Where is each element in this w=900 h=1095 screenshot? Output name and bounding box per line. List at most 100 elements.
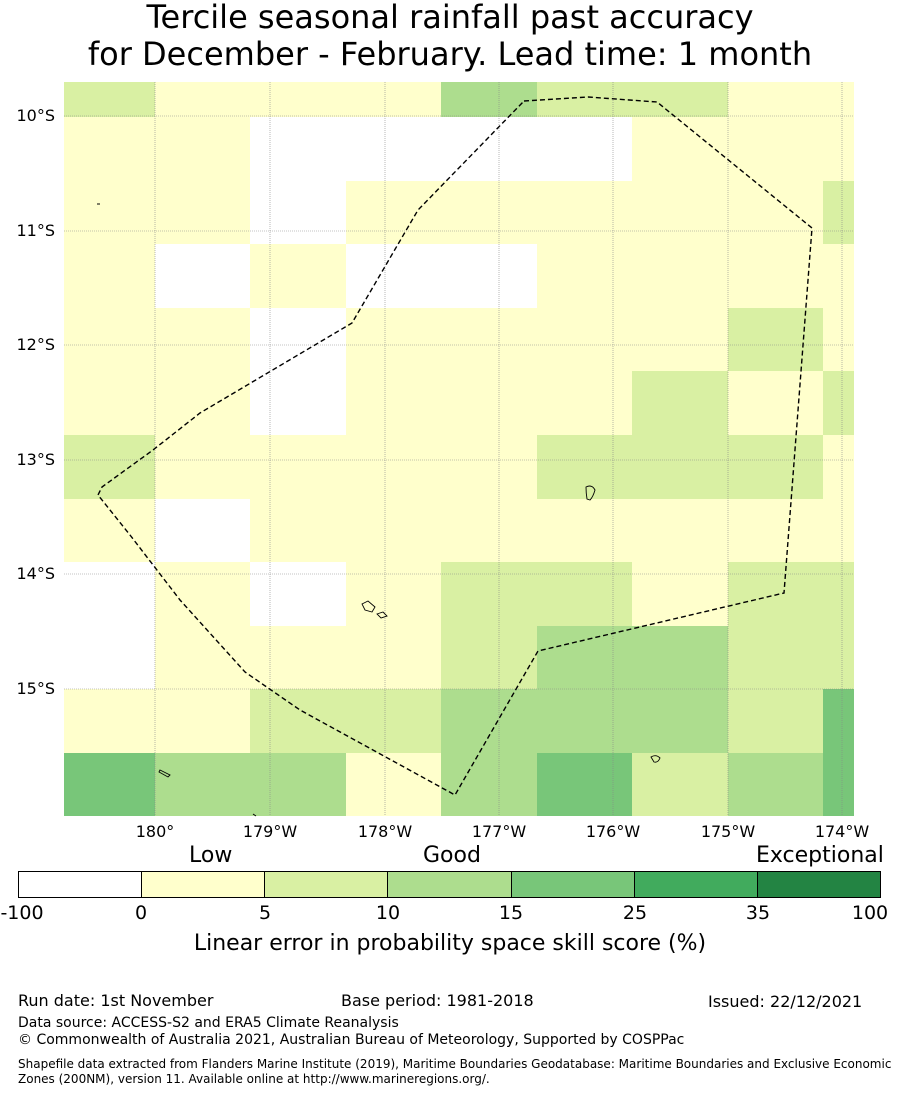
skill-cell xyxy=(632,181,728,244)
colorbar-tick-label: 25 xyxy=(622,902,648,924)
skill-cell xyxy=(346,689,441,753)
longitude-label: 176°W xyxy=(585,822,641,841)
skill-cell xyxy=(441,435,537,499)
skill-cell xyxy=(64,181,155,244)
skill-cell xyxy=(441,499,537,562)
skill-cell xyxy=(823,626,854,689)
skill-cell xyxy=(537,117,632,181)
skill-cell xyxy=(346,562,441,626)
skill-cell xyxy=(728,753,823,816)
skill-cell xyxy=(728,435,823,499)
skill-cell xyxy=(250,753,346,816)
issued-date: Issued: 22/12/2021 xyxy=(708,992,863,1011)
skill-cell xyxy=(155,117,250,181)
run-date: Run date: 1st November xyxy=(18,991,214,1010)
colorbar-label: Linear error in probability space skill … xyxy=(193,931,707,956)
island-outline xyxy=(361,600,376,613)
longitude-label: 175°W xyxy=(700,822,756,841)
skill-cell xyxy=(155,562,250,626)
skill-cell xyxy=(632,117,728,181)
skill-cell xyxy=(155,82,250,117)
skill-cell xyxy=(537,244,632,308)
skill-cell xyxy=(632,499,728,562)
map-gridlines xyxy=(64,82,854,816)
latitude-label: 15°S xyxy=(16,679,55,698)
skill-cell xyxy=(728,244,823,308)
chart-title-line-2: for December - February. Lead time: 1 mo… xyxy=(87,35,813,73)
skill-cell xyxy=(250,371,346,435)
shapefile-credit-line-2: Zones (200NM), version 11. Available onl… xyxy=(18,1072,490,1086)
skill-cell xyxy=(728,499,823,562)
skill-cell xyxy=(728,308,823,371)
copyright: © Commonwealth of Australia 2021, Austra… xyxy=(18,1032,685,1048)
skill-cell xyxy=(441,82,537,117)
skill-map xyxy=(64,82,854,817)
skill-cell xyxy=(441,626,537,689)
colorbar-segment xyxy=(634,872,758,897)
skill-cell xyxy=(823,499,854,562)
colorbar-segment xyxy=(142,872,266,897)
skill-cell xyxy=(250,82,346,117)
skill-cell xyxy=(537,689,632,753)
skill-cell xyxy=(155,181,250,244)
longitude-label: 180° xyxy=(135,822,175,841)
eez-boundary xyxy=(97,96,813,796)
legend-word-good: Good xyxy=(423,843,481,868)
skill-cell xyxy=(64,562,155,626)
skill-cell xyxy=(441,244,537,308)
skill-cell xyxy=(346,117,441,181)
skill-cell xyxy=(728,689,823,753)
skill-cell xyxy=(250,562,346,626)
skill-cell xyxy=(823,181,854,244)
legend-word-exceptional: Exceptional xyxy=(756,843,884,868)
skill-cell xyxy=(441,562,537,626)
skill-cell xyxy=(823,308,854,371)
skill-cell xyxy=(441,181,537,244)
skill-cell xyxy=(537,435,632,499)
skill-cell xyxy=(155,626,250,689)
skill-cell xyxy=(537,562,632,626)
skill-cell xyxy=(823,562,854,626)
skill-cell xyxy=(823,435,854,499)
longitude-label: 178°W xyxy=(357,822,413,841)
skill-cell xyxy=(632,753,728,816)
eez-boundary-line xyxy=(97,96,813,796)
skill-cell xyxy=(64,117,155,181)
colorbar-segment xyxy=(388,872,512,897)
skill-cell xyxy=(250,181,346,244)
skill-cell xyxy=(64,82,155,117)
skill-cell xyxy=(537,181,632,244)
skill-cell xyxy=(632,308,728,371)
island-outline xyxy=(585,485,596,501)
skill-cell xyxy=(632,626,728,689)
skill-cell xyxy=(537,308,632,371)
skill-cell xyxy=(250,499,346,562)
longitude-label: 177°W xyxy=(471,822,527,841)
skill-cell xyxy=(346,499,441,562)
colorbar-tick-label: 15 xyxy=(498,902,524,924)
skill-cell xyxy=(823,371,854,435)
island-outline xyxy=(650,755,661,763)
colorbar-segment xyxy=(757,872,880,897)
skill-cell xyxy=(823,117,854,181)
skill-cell xyxy=(728,82,854,117)
island-outline xyxy=(158,769,171,778)
colorbar-tick-label: -100 xyxy=(0,902,44,924)
skill-cell xyxy=(728,371,823,435)
colorbar-tick-label: 10 xyxy=(375,902,401,924)
skill-cell xyxy=(64,499,155,562)
skill-cell xyxy=(64,308,155,371)
skill-cell xyxy=(632,435,728,499)
skill-cell xyxy=(155,244,250,308)
legend-word-low: Low xyxy=(189,843,233,868)
skill-cell xyxy=(346,308,441,371)
skill-cell xyxy=(155,308,250,371)
skill-cell xyxy=(155,689,250,753)
longitude-label: 174°W xyxy=(814,822,870,841)
island-outline xyxy=(252,813,257,817)
skill-cell xyxy=(64,244,155,308)
skill-cell xyxy=(632,562,728,626)
skill-cell xyxy=(441,753,537,816)
skill-cell xyxy=(537,371,632,435)
skill-cell xyxy=(346,181,441,244)
